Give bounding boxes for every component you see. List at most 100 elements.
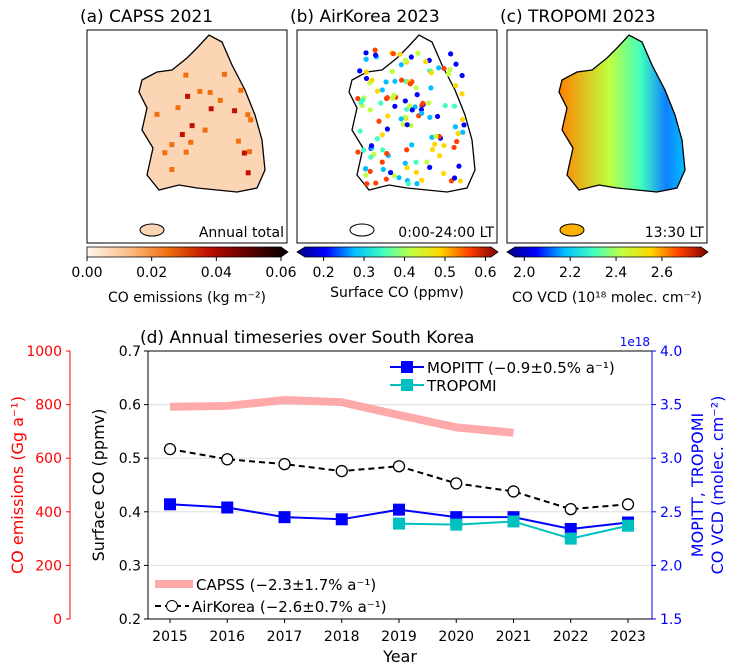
data-point-tropomi: [564, 532, 577, 545]
station-marker: [355, 95, 361, 102]
colorbar-tick-label: 0.5: [434, 265, 456, 281]
station-marker: [433, 133, 439, 139]
emission-hotspot: [202, 127, 208, 133]
data-point-airkorea: [450, 477, 463, 490]
korea-outline: [558, 34, 686, 193]
station-marker: [383, 176, 389, 182]
station-marker: [409, 107, 415, 113]
station-marker: [436, 65, 442, 71]
station-marker: [398, 62, 404, 68]
station-marker: [389, 68, 395, 75]
data-point-airkorea: [221, 453, 234, 466]
emission-hotspot: [245, 170, 251, 176]
colorbar-tick-label: 2.4: [605, 265, 627, 281]
emission-hotspot: [185, 93, 191, 99]
station-marker: [406, 103, 413, 109]
station-marker: [391, 92, 397, 98]
station-marker: [428, 70, 435, 76]
station-marker: [372, 47, 378, 53]
station-marker: [387, 169, 394, 176]
station-marker: [448, 51, 454, 57]
station-marker: [407, 81, 413, 87]
emission-hotspot: [179, 132, 185, 138]
map-title: (c) TROPOMI 2023: [500, 7, 656, 27]
legend-item: TROPOMI: [390, 377, 497, 395]
y-tick-label-far-left: 1000: [26, 344, 62, 360]
y-tick-label-left: 0.5: [119, 451, 141, 467]
station-marker: [451, 144, 457, 151]
jeju-outline: [349, 223, 375, 237]
station-marker: [363, 50, 369, 56]
legend-label: TROPOMI: [426, 377, 497, 395]
station-marker: [379, 159, 385, 165]
station-marker: [455, 130, 461, 137]
station-marker: [436, 153, 443, 159]
station-marker: [413, 85, 419, 91]
emission-hotspot: [238, 87, 244, 93]
colorbar-tick-label: 0.04: [201, 265, 232, 281]
station-marker: [451, 175, 458, 181]
map-title: (b) AirKorea 2023: [290, 7, 440, 27]
data-point-mopitt: [278, 511, 291, 524]
emission-hotspot: [183, 149, 189, 155]
station-marker: [358, 99, 364, 106]
station-marker: [426, 100, 432, 106]
station-marker: [414, 181, 420, 187]
data-point-airkorea: [163, 442, 177, 456]
station-marker: [379, 87, 385, 93]
station-marker: [459, 91, 465, 97]
y-tick-label-left: 0.4: [119, 505, 141, 521]
station-marker: [379, 132, 385, 138]
station-marker: [397, 51, 403, 57]
station-marker: [402, 57, 409, 63]
station-marker: [364, 181, 370, 187]
emission-hotspot: [169, 167, 175, 173]
station-marker: [459, 72, 465, 79]
station-marker: [361, 147, 367, 153]
colorbar: [296, 246, 499, 258]
station-marker: [404, 147, 410, 153]
data-point-mopitt: [164, 498, 176, 511]
station-marker: [383, 79, 389, 85]
map-panel-2: (c) TROPOMI 2023 13:30 LT 2.0 2.2 2.4 2.6 CO V…: [500, 7, 709, 306]
station-marker: [427, 164, 433, 170]
station-marker: [380, 166, 386, 172]
station-marker: [396, 175, 402, 181]
legend-item: CAPSS (−2.3±1.7% a⁻¹): [155, 576, 376, 594]
colorbar-tick-label: 0.6: [474, 265, 496, 281]
station-marker: [453, 61, 459, 67]
emission-hotspot: [162, 150, 168, 156]
station-marker: [413, 159, 419, 165]
emission-hotspot: [235, 138, 241, 144]
y-axis-label-right: CO VCD (molec. cm⁻²): [708, 396, 727, 575]
data-point-mopitt: [221, 501, 234, 514]
emission-hotspot: [169, 142, 175, 148]
station-marker: [432, 141, 438, 147]
y-tick-label-left: 0.6: [119, 398, 141, 414]
station-marker: [363, 172, 369, 178]
colorbar-tick-label: 0.4: [393, 265, 415, 281]
emission-hotspot: [245, 112, 251, 118]
station-marker: [384, 126, 390, 132]
station-marker: [357, 128, 363, 134]
data-point-tropomi: [393, 517, 405, 530]
colorbar-tick-label: 0.3: [353, 265, 375, 281]
station-marker: [419, 110, 425, 116]
station-marker: [355, 149, 361, 155]
data-point-tropomi: [450, 518, 463, 531]
emission-hotspot: [248, 117, 254, 123]
station-marker: [368, 154, 374, 160]
station-marker: [445, 71, 451, 77]
emission-hotspot: [183, 72, 189, 78]
x-tick-label: 2022: [553, 629, 589, 645]
colorbar-tick-label: 2.2: [559, 265, 581, 281]
station-marker: [392, 103, 398, 109]
station-marker: [374, 136, 380, 142]
station-marker: [459, 116, 466, 123]
station-marker: [362, 166, 369, 172]
colorbar-tick-label: 2.0: [513, 265, 535, 281]
station-marker: [405, 181, 411, 187]
legend-marker: [401, 379, 413, 391]
